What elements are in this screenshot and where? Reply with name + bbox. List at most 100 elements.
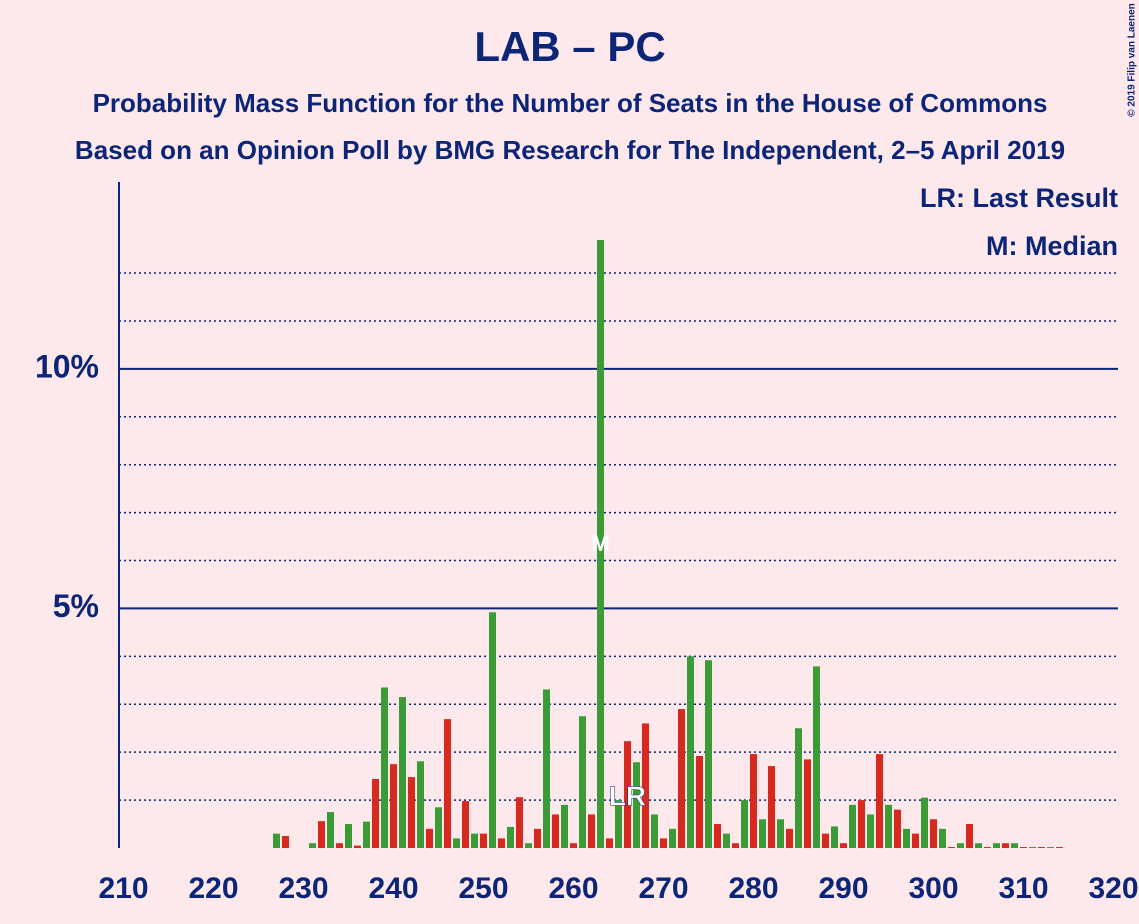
bar [857, 800, 866, 848]
bar [848, 804, 857, 848]
bar [1001, 843, 1010, 848]
bar [353, 845, 362, 848]
bar [686, 656, 695, 848]
x-tick-label: 230 [278, 872, 328, 905]
x-tick-label: 260 [548, 872, 598, 905]
bar [929, 819, 938, 848]
bar [974, 843, 983, 848]
bar [479, 833, 488, 848]
bar [1010, 843, 1019, 848]
chart-title: LAB – PC [474, 23, 665, 70]
legend-entry: M: Median [986, 231, 1118, 261]
bar [758, 819, 767, 848]
bar [362, 821, 371, 848]
bar [443, 719, 452, 848]
bar [515, 797, 524, 848]
bar [542, 689, 551, 848]
bar [956, 843, 965, 848]
bar [776, 819, 785, 848]
bar [560, 804, 569, 848]
bar [983, 847, 992, 848]
bar [425, 828, 434, 848]
bar [461, 801, 470, 848]
bar [704, 660, 713, 848]
copyright: © 2019 Filip van Laenen [1127, 3, 1138, 117]
x-tick-label: 220 [188, 872, 238, 905]
bar [749, 754, 758, 848]
bar [317, 821, 326, 848]
last-result-marker: LR [609, 780, 646, 811]
bar [371, 779, 380, 848]
bar [884, 804, 893, 848]
bar [902, 828, 911, 848]
chart-subtitle: Probability Mass Function for the Number… [93, 88, 1048, 118]
bar [695, 756, 704, 848]
bar [722, 833, 731, 848]
y-tick-label: 5% [53, 588, 99, 624]
bar [965, 824, 974, 848]
bar [839, 843, 848, 848]
bar [794, 728, 803, 848]
bar [632, 762, 641, 848]
x-tick-label: 280 [728, 872, 778, 905]
bar [803, 759, 812, 848]
x-tick-label: 210 [98, 872, 148, 905]
bar [497, 838, 506, 848]
bar [659, 838, 668, 848]
bar [1019, 847, 1028, 848]
bar [587, 814, 596, 848]
bar [866, 814, 875, 848]
y-tick-label: 10% [35, 348, 99, 384]
bar [740, 800, 749, 848]
bar [812, 666, 821, 848]
bar [398, 697, 407, 848]
x-tick-label: 250 [458, 872, 508, 905]
bar [578, 716, 587, 848]
bar [1046, 847, 1055, 848]
bar [911, 833, 920, 848]
median-marker: M [591, 531, 609, 556]
bar [452, 838, 461, 848]
bar [272, 833, 281, 848]
x-tick-label: 320 [1088, 872, 1138, 905]
bar [731, 843, 740, 848]
bar [821, 833, 830, 848]
x-tick-label: 300 [908, 872, 958, 905]
bar [713, 824, 722, 848]
bar [506, 826, 515, 848]
bar [488, 612, 497, 848]
bar [407, 777, 416, 848]
bar [551, 814, 560, 848]
x-tick-label: 290 [818, 872, 868, 905]
bar [938, 828, 947, 848]
bar [1055, 847, 1064, 848]
bar [947, 847, 956, 848]
bar [524, 843, 533, 848]
bar [893, 809, 902, 848]
bar [533, 828, 542, 848]
bar [596, 239, 605, 849]
bar [830, 826, 839, 848]
bar [614, 800, 623, 848]
bar [605, 838, 614, 848]
bar [569, 843, 578, 848]
bar [326, 812, 335, 848]
bar [335, 843, 344, 848]
x-tick-label: 270 [638, 872, 688, 905]
bar [308, 843, 317, 848]
bar [677, 709, 686, 848]
bar [1028, 847, 1037, 848]
x-tick-label: 310 [998, 872, 1048, 905]
bar [380, 687, 389, 848]
bar [389, 764, 398, 848]
bar [920, 797, 929, 848]
bar [785, 828, 794, 848]
bar [281, 836, 290, 848]
bar [344, 824, 353, 848]
bar [416, 761, 425, 848]
bar [767, 766, 776, 848]
bar [623, 741, 632, 848]
bar [992, 843, 1001, 848]
bar [875, 754, 884, 848]
